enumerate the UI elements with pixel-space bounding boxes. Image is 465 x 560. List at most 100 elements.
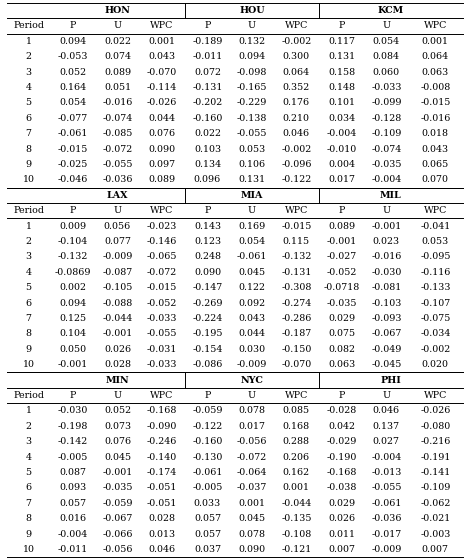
Text: 0.060: 0.060	[373, 68, 400, 77]
Text: 0.037: 0.037	[194, 545, 221, 554]
Text: -0.168: -0.168	[147, 407, 177, 416]
Text: -0.001: -0.001	[371, 222, 401, 231]
Text: 5: 5	[26, 468, 32, 477]
Text: 4: 4	[26, 268, 32, 277]
Text: 0.078: 0.078	[239, 407, 266, 416]
Text: MIL: MIL	[380, 191, 402, 200]
Text: 0.002: 0.002	[60, 283, 86, 292]
Text: 0.034: 0.034	[328, 114, 355, 123]
Text: P: P	[204, 206, 211, 215]
Text: -0.027: -0.027	[327, 253, 357, 262]
Text: WPC: WPC	[285, 21, 308, 30]
Text: -0.109: -0.109	[371, 129, 402, 138]
Text: -0.274: -0.274	[281, 298, 312, 307]
Text: 0.001: 0.001	[283, 483, 310, 492]
Text: LAX: LAX	[107, 191, 128, 200]
Text: WPC: WPC	[285, 391, 308, 400]
Text: 0.029: 0.029	[328, 314, 355, 323]
Text: -0.095: -0.095	[420, 253, 451, 262]
Text: HON: HON	[105, 6, 130, 15]
Text: -0.035: -0.035	[371, 160, 402, 169]
Text: -0.142: -0.142	[58, 437, 88, 446]
Text: 0.096: 0.096	[194, 175, 221, 184]
Text: 0.045: 0.045	[239, 268, 266, 277]
Text: PHI: PHI	[380, 376, 401, 385]
Text: -0.033: -0.033	[146, 314, 177, 323]
Text: P: P	[339, 21, 345, 30]
Text: -0.216: -0.216	[420, 437, 451, 446]
Text: -0.055: -0.055	[146, 329, 177, 338]
Text: -0.017: -0.017	[371, 530, 401, 539]
Text: U: U	[382, 391, 390, 400]
Text: 0.094: 0.094	[60, 37, 86, 46]
Text: -0.049: -0.049	[371, 345, 402, 354]
Text: -0.191: -0.191	[420, 452, 451, 461]
Text: -0.080: -0.080	[420, 422, 451, 431]
Text: 0.056: 0.056	[104, 222, 131, 231]
Text: -0.056: -0.056	[237, 437, 267, 446]
Text: 0.106: 0.106	[239, 160, 266, 169]
Text: 0.063: 0.063	[422, 68, 449, 77]
Text: -0.074: -0.074	[371, 144, 401, 153]
Text: 0.097: 0.097	[148, 160, 175, 169]
Text: 0.131: 0.131	[328, 52, 355, 61]
Text: 0.045: 0.045	[104, 452, 131, 461]
Text: 0.007: 0.007	[422, 545, 449, 554]
Text: 0.026: 0.026	[104, 345, 131, 354]
Text: -0.122: -0.122	[193, 422, 223, 431]
Text: 4: 4	[26, 452, 32, 461]
Text: 0.162: 0.162	[283, 468, 310, 477]
Text: -0.072: -0.072	[102, 144, 133, 153]
Text: -0.010: -0.010	[327, 144, 357, 153]
Text: 0.044: 0.044	[148, 114, 175, 123]
Text: -0.070: -0.070	[147, 68, 177, 77]
Text: 0.011: 0.011	[328, 530, 355, 539]
Text: U: U	[248, 206, 256, 215]
Text: 8: 8	[26, 329, 32, 338]
Text: -0.029: -0.029	[327, 437, 357, 446]
Text: 3: 3	[26, 253, 32, 262]
Text: 0.023: 0.023	[373, 237, 400, 246]
Text: -0.001: -0.001	[102, 329, 133, 338]
Text: 0.288: 0.288	[283, 437, 310, 446]
Text: -0.021: -0.021	[420, 514, 451, 523]
Text: U: U	[248, 21, 256, 30]
Text: -0.105: -0.105	[102, 283, 133, 292]
Text: -0.004: -0.004	[371, 452, 401, 461]
Text: -0.045: -0.045	[371, 360, 402, 369]
Text: -0.109: -0.109	[420, 483, 451, 492]
Text: 9: 9	[26, 530, 32, 539]
Text: 0.027: 0.027	[373, 437, 400, 446]
Text: -0.011: -0.011	[58, 545, 88, 554]
Text: -0.096: -0.096	[281, 160, 312, 169]
Text: -0.035: -0.035	[327, 298, 357, 307]
Text: 0.016: 0.016	[60, 514, 86, 523]
Text: 0.094: 0.094	[239, 52, 266, 61]
Text: 0.085: 0.085	[283, 407, 310, 416]
Text: 0.043: 0.043	[239, 314, 266, 323]
Text: 0.064: 0.064	[422, 52, 449, 61]
Text: 0.053: 0.053	[422, 237, 449, 246]
Text: 0.004: 0.004	[328, 160, 355, 169]
Text: -0.016: -0.016	[102, 99, 133, 108]
Text: WPC: WPC	[150, 206, 173, 215]
Text: 0.074: 0.074	[104, 52, 131, 61]
Text: -0.061: -0.061	[237, 253, 267, 262]
Text: -0.009: -0.009	[237, 360, 267, 369]
Text: -0.077: -0.077	[58, 114, 88, 123]
Text: -0.004: -0.004	[58, 530, 88, 539]
Text: WPC: WPC	[150, 21, 173, 30]
Text: MIN: MIN	[106, 376, 129, 385]
Text: -0.088: -0.088	[102, 298, 133, 307]
Text: U: U	[382, 21, 390, 30]
Text: KCM: KCM	[378, 6, 404, 15]
Text: 7: 7	[26, 129, 32, 138]
Text: 3: 3	[26, 68, 32, 77]
Text: -0.059: -0.059	[192, 407, 223, 416]
Text: -0.031: -0.031	[147, 345, 177, 354]
Text: -0.128: -0.128	[371, 114, 401, 123]
Text: -0.044: -0.044	[102, 314, 133, 323]
Text: 0.090: 0.090	[148, 144, 175, 153]
Text: 0.078: 0.078	[239, 530, 266, 539]
Text: 0.158: 0.158	[328, 68, 355, 77]
